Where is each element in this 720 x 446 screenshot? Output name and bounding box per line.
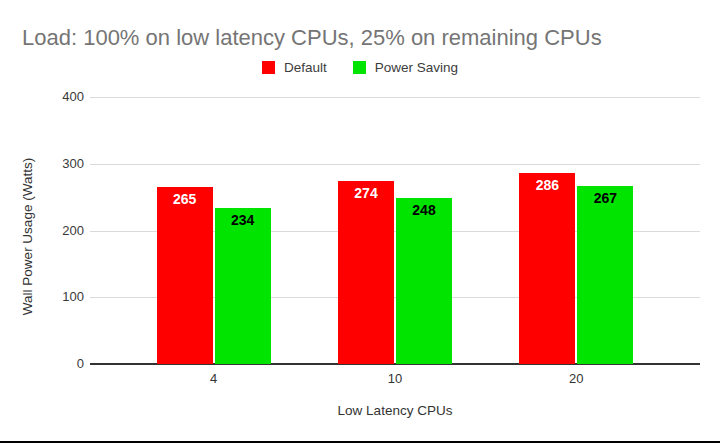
- bar-value-label: 267: [577, 190, 633, 206]
- plot-area: 265234 274248 286267: [90, 97, 700, 364]
- legend-swatch-icon: [353, 61, 366, 74]
- gridline-300: [90, 164, 700, 165]
- legend-label: Default: [284, 60, 327, 75]
- legend-label: Power Saving: [375, 60, 458, 75]
- x-tick-label-4: 4: [174, 371, 254, 386]
- legend-item-power-saving: Power Saving: [353, 60, 458, 75]
- bar-value-label: 286: [519, 177, 575, 193]
- bar-default-4: 265: [157, 187, 213, 364]
- x-axis-title: Low Latency CPUs: [90, 403, 700, 418]
- bar-power-saving-4: 234: [215, 208, 271, 364]
- x-tick-label-20: 20: [536, 371, 616, 386]
- chart-title: Load: 100% on low latency CPUs, 25% on r…: [22, 25, 602, 51]
- y-tick-label-0: 0: [0, 356, 84, 372]
- chart-figure: Load: 100% on low latency CPUs, 25% on r…: [0, 0, 720, 446]
- legend: Default Power Saving: [0, 60, 720, 75]
- legend-item-default: Default: [262, 60, 327, 75]
- x-tick-label-10: 10: [355, 371, 435, 386]
- y-tick-label-300: 300: [0, 156, 84, 172]
- y-tick-label-100: 100: [0, 289, 84, 305]
- legend-swatch-icon: [262, 61, 275, 74]
- bar-value-label: 234: [215, 212, 271, 228]
- bar-power-saving-20: 267: [577, 186, 633, 364]
- bar-value-label: 265: [157, 191, 213, 207]
- bar-default-10: 274: [338, 181, 394, 364]
- y-axis-title: Wall Power Usage (Watts): [20, 103, 35, 370]
- y-tick-label-400: 400: [0, 89, 84, 105]
- bar-default-20: 286: [519, 173, 575, 364]
- bar-value-label: 248: [396, 202, 452, 218]
- gridline-400: [90, 97, 700, 98]
- bar-value-label: 274: [338, 185, 394, 201]
- y-tick-label-200: 200: [0, 223, 84, 239]
- screenshot-bottom-border: [0, 441, 720, 443]
- bar-power-saving-10: 248: [396, 198, 452, 364]
